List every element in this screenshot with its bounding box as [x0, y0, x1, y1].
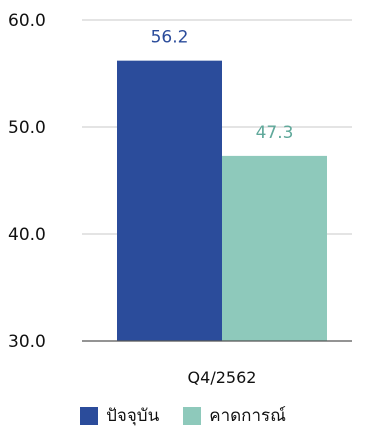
legend-item-forecast: คาดการณ์ [183, 402, 286, 429]
label-layer: 56.2 47.3 [151, 28, 294, 143]
legend-label-current: ปัจจุบัน [106, 406, 160, 426]
x-category-label: Q4/2562 [188, 368, 257, 387]
bar-layer [117, 60, 327, 341]
data-label: 56.2 [151, 28, 189, 48]
bar-chart: 56.2 47.3 60.0 50.0 40.0 30.0 Q4/2562 [8, 11, 352, 387]
legend: ปัจจุบัน คาดการณ์ [0, 402, 366, 429]
y-tick-label: 50.0 [8, 118, 46, 138]
legend-swatch-forecast [183, 406, 202, 425]
y-tick-label: 30.0 [8, 332, 46, 352]
y-tick-label: 60.0 [8, 11, 46, 31]
y-tick-label: 40.0 [8, 225, 46, 245]
legend-item-current: ปัจจุบัน [80, 402, 159, 429]
legend-swatch-current [80, 406, 99, 425]
bar-current [117, 60, 222, 341]
data-label: 47.3 [256, 123, 294, 143]
axis-layer: 60.0 50.0 40.0 30.0 Q4/2562 [8, 11, 352, 387]
bar-forecast [222, 155, 327, 341]
legend-label-forecast: คาดการณ์ [209, 406, 286, 426]
